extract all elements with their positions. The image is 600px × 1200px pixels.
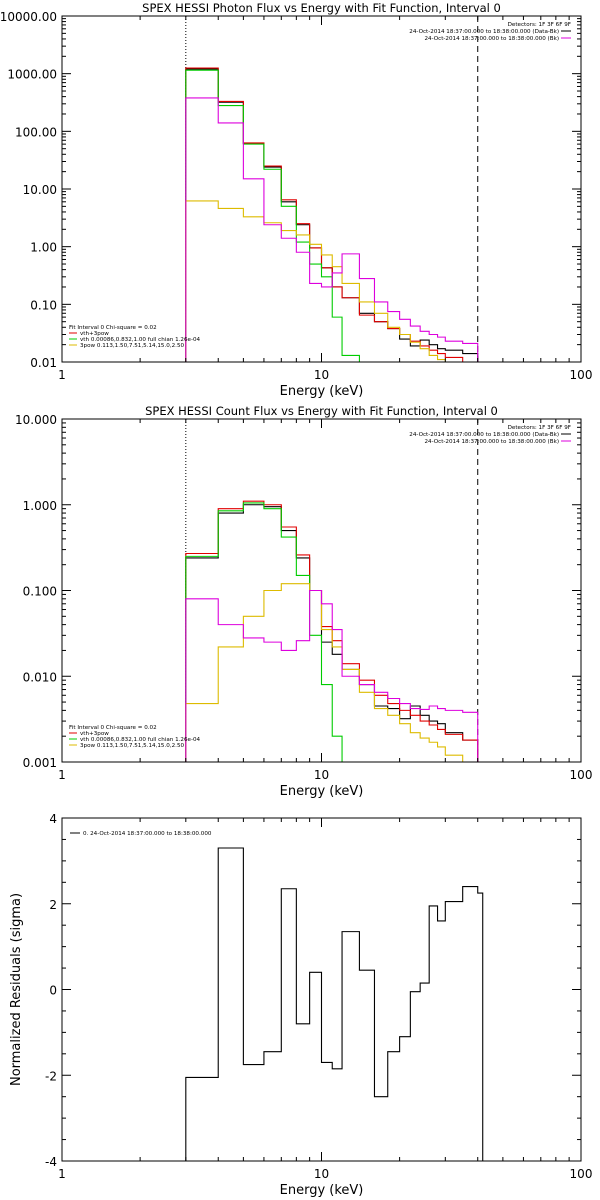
x-tick-label: 100 [570, 368, 593, 382]
x-tick-label: 1 [58, 1167, 66, 1181]
y-tick-label: 4 [49, 812, 57, 826]
chart-panel-2: SPEX HESSI Count Flux vs Energy with Fit… [15, 404, 592, 799]
series-line-3 [185, 502, 343, 762]
y-tick-label: 2 [49, 898, 57, 912]
legend-entry: 3pow 0.113,1.50,7.51,5.14,15.0,2.50 [80, 743, 185, 749]
plot-frame [61, 15, 582, 363]
x-axis-label: Energy (keV) [280, 1183, 364, 1198]
chart-title: SPEX HESSI Photon Flux vs Energy with Fi… [142, 1, 501, 15]
series-line-1 [185, 68, 479, 362]
legend-header-bk-interval: 24-Oct-2014 18:37:00.000 to 18:38:00.000… [424, 439, 559, 445]
y-tick-label: 0.100 [23, 585, 57, 599]
y-tick-label: 0.10 [30, 298, 57, 312]
y-tick-label: 100.00 [15, 125, 57, 139]
series-line-4 [185, 583, 479, 762]
data-layer [185, 419, 479, 762]
legend-title: Fit Interval 0 Chi-square = 0.02 [69, 725, 157, 731]
data-layer [185, 847, 484, 1161]
data-layer [185, 16, 479, 362]
legend-entry: vth 0.00086,0.832,1.00 full chian 1.26e-… [80, 337, 201, 343]
y-tick-label: 1.00 [30, 241, 57, 255]
legend-header-detectors: Detectors: 1F 3F 6F 9F [508, 22, 571, 28]
chart-title: SPEX HESSI Count Flux vs Energy with Fit… [145, 404, 498, 418]
series-line-3 [185, 69, 360, 362]
legend-entry: vth+3pow [80, 331, 109, 337]
chart-panel-3: 1 10 100 Energy (keV) -4 -2 0 2 4 Normalized Resi… [9, 812, 592, 1198]
y-tick-label: 0.01 [30, 356, 57, 370]
x-axis-label: Energy (keV) [280, 784, 364, 799]
y-tick-label: 10.00 [23, 183, 57, 197]
series-line-5 [185, 589, 479, 762]
chart-panel-1: SPEX HESSI Photon Flux vs Energy with Fi… [0, 1, 592, 399]
y-tick-label: 0.010 [23, 670, 57, 684]
legend-header-data-interval: 24-Oct-2014 18:37:00.000 to 18:38:00.000… [409, 432, 559, 438]
legend-title: Fit Interval 0 Chi-square = 0.02 [69, 325, 157, 331]
legend-header-bk-interval: 24-Oct-2014 18:37:00.000 to 18:38:00.000… [424, 36, 559, 42]
x-tick-label: 100 [570, 1167, 593, 1181]
legend-entry: vth+3pow [80, 731, 109, 737]
x-tick-label: 10 [314, 768, 329, 782]
x-tick-label: 1 [58, 768, 66, 782]
x-axis-label: Energy (keV) [280, 384, 364, 399]
legend-entry: vth 0.00086,0.832,1.00 full chian 1.26e-… [80, 737, 201, 743]
legend-header-detectors: Detectors: 1F 3F 6F 9F [508, 425, 571, 431]
x-tick-label: 10 [314, 368, 329, 382]
series-line-5 [185, 97, 479, 362]
x-tick-label: 10 [314, 1167, 329, 1181]
y-tick-label: 0.001 [23, 756, 57, 770]
y-tick-label: 1000.00 [7, 68, 57, 82]
legend-entry: 0. 24-Oct-2014 18:37:00.000 to 18:38:00.… [83, 831, 212, 837]
y-tick-label: -4 [45, 1155, 57, 1169]
y-axis-label: Normalized Residuals (sigma) [9, 893, 24, 1086]
legend-header-data-interval: 24-Oct-2014 18:37:00.000 to 18:38:00.000… [409, 29, 559, 35]
y-tick-label: 10.000 [15, 413, 57, 427]
legend-entry: 3pow 0.113,1.50,7.51,5.14,15.0,2.50 [80, 343, 185, 349]
x-tick-label: 1 [58, 368, 66, 382]
series-line-1 [185, 847, 484, 1161]
y-tick-label: 0 [49, 984, 57, 998]
x-tick-label: 100 [570, 768, 593, 782]
y-tick-label: 10000.00 [0, 10, 57, 24]
y-tick-label: -2 [45, 1069, 57, 1083]
y-tick-label: 1.000 [23, 499, 57, 513]
